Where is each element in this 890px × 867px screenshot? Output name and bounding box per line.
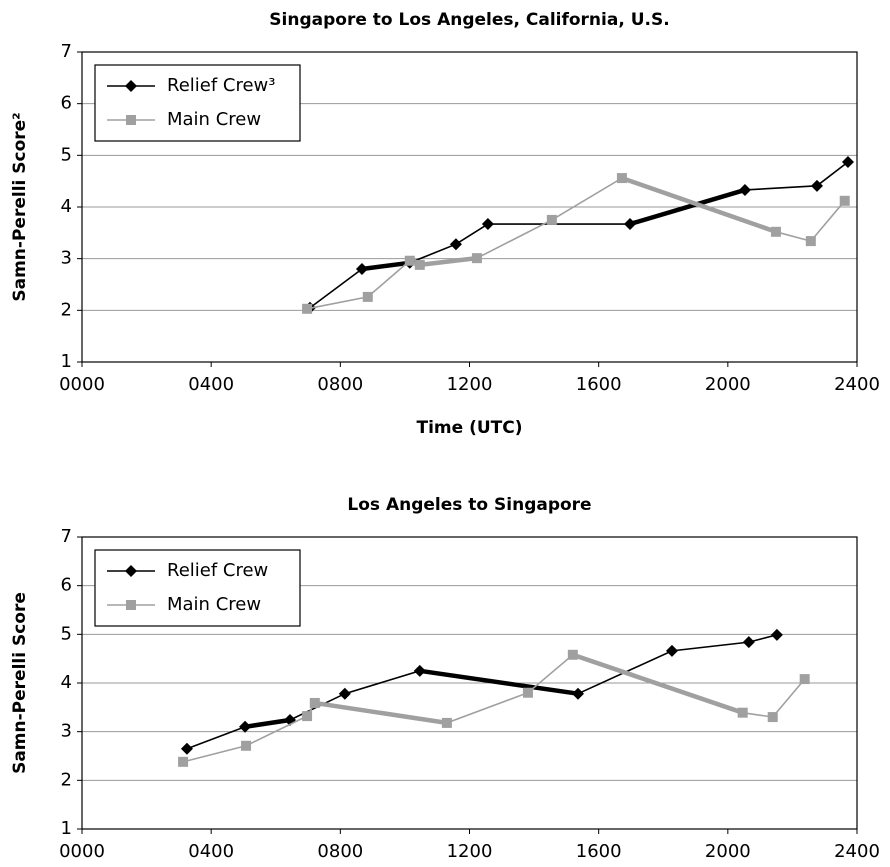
point [404,255,415,266]
y-tick-label: 4 [61,672,72,693]
bold-segment [419,255,478,268]
legend-box [94,64,301,142]
point [522,687,533,698]
point [355,263,368,275]
point [737,707,748,718]
x-tick-label: 2400 [834,374,880,395]
point [546,214,557,225]
bold-segment [314,700,448,726]
point [441,717,452,728]
bold-segment [419,668,579,696]
x-tick-label: 1200 [447,374,493,395]
point [338,687,351,700]
legend-marker [125,80,137,92]
y-tick-label: 1 [61,818,72,839]
legend-label: Main Crew [167,109,261,130]
bold-segment [361,260,411,272]
series-line [309,161,849,309]
bold-segment [244,717,291,730]
y-tick-label: 5 [61,623,72,644]
chart-title: Singapore to Los Angeles, California, U.… [269,10,669,30]
point [567,649,578,660]
point [414,259,425,270]
y-tick-label: 3 [61,721,72,742]
y-tick-label: 6 [61,575,72,596]
point [839,195,850,206]
y-tick-label: 3 [61,248,72,269]
point [616,173,627,184]
point [241,740,252,751]
y-axis-label: Samn-Perelli Score [10,592,30,774]
series-line [182,653,806,763]
bold-segment [572,652,744,715]
x-tick-label: 2400 [834,841,880,862]
y-tick-label: 4 [61,196,72,217]
point [623,218,636,231]
x-axis-label: Time (UTC) [416,418,522,438]
point [742,636,755,649]
point [413,664,426,677]
x-tick-label: 0400 [188,841,234,862]
y-tick-label: 7 [61,526,72,547]
x-tick-label: 1600 [576,841,622,862]
x-tick-label: 0800 [317,374,363,395]
x-tick-label: 0400 [188,374,234,395]
y-tick-label: 5 [61,144,72,165]
x-tick-label: 1600 [576,374,622,395]
legend-box [94,549,301,627]
point [841,156,854,169]
legend-marker [126,600,136,610]
x-tick-label: 0800 [317,841,363,862]
point [309,697,320,708]
point [449,238,462,251]
y-axis-label: Samn-Perelli Score² [10,112,30,301]
x-tick-label: 2000 [705,841,751,862]
point [810,179,823,192]
series-line [306,177,846,310]
point [481,218,494,231]
point [302,303,313,314]
legend-marker [125,565,137,577]
chart-title: Los Angeles to Singapore [347,495,591,515]
plot-frame [81,51,858,363]
point [471,253,482,264]
y-tick-label: 2 [61,299,72,320]
y-tick-label: 1 [61,351,72,372]
x-tick-label: 2000 [705,374,751,395]
point [180,742,193,755]
legend-marker [126,115,136,125]
x-tick-label: 1200 [447,841,493,862]
point [178,756,189,767]
legend-label: Relief Crew [167,560,268,581]
point [738,183,751,196]
point [770,628,783,641]
point [239,720,252,733]
point [799,674,810,685]
plot-frame [81,536,858,830]
point [665,644,678,657]
bold-segment [629,187,746,227]
y-tick-label: 2 [61,769,72,790]
point [302,711,313,722]
point [770,226,781,237]
bold-segment [621,175,777,234]
legend-label: Relief Crew³ [167,75,276,96]
x-tick-label: 0000 [59,374,105,395]
point [805,236,816,247]
y-tick-label: 7 [61,41,72,62]
point [362,291,373,302]
point [572,687,584,700]
legend-label: Main Crew [167,594,261,615]
x-tick-label: 0000 [59,841,105,862]
point [767,712,778,723]
y-tick-label: 6 [61,93,72,114]
